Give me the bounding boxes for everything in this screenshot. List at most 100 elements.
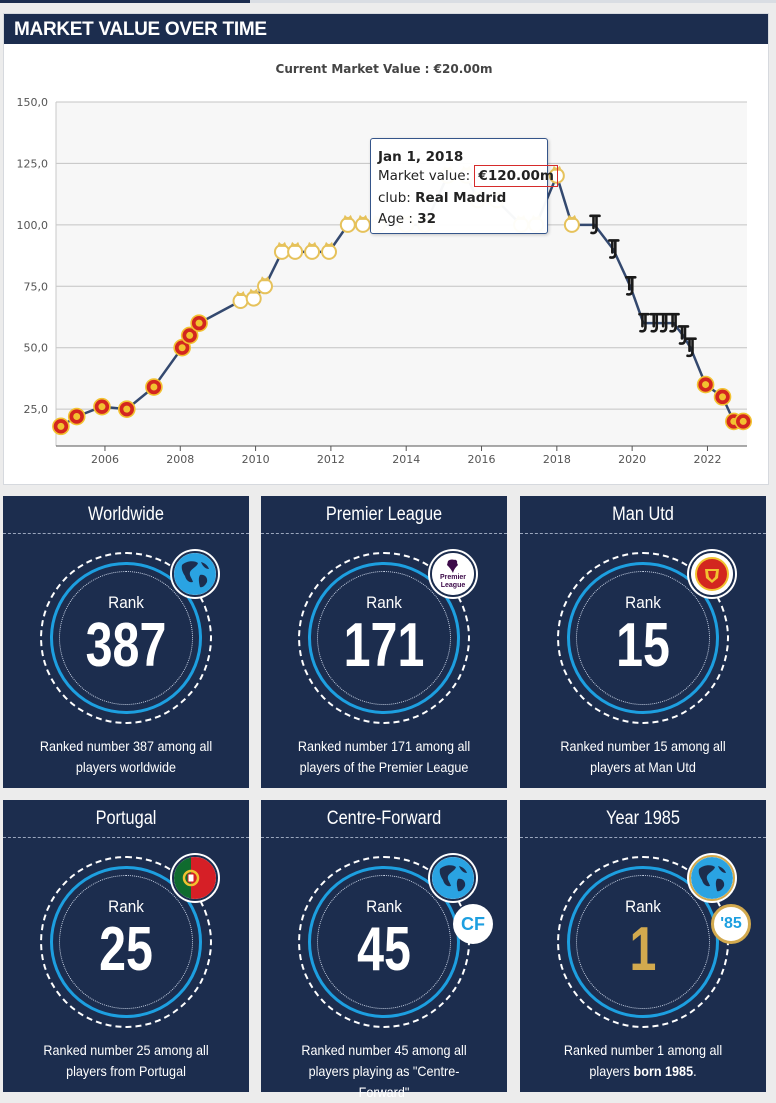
- top-tab-strip: [0, 0, 776, 3]
- rank-label: Rank: [366, 897, 402, 916]
- data-point-crown: [342, 214, 353, 220]
- premier-league-logo: Premier League: [430, 551, 476, 597]
- data-point-crest-center: [186, 331, 194, 339]
- data-point-crown: [259, 276, 270, 282]
- data-point-crest-center: [195, 319, 203, 327]
- tooltip-value-label: Market value:: [378, 168, 471, 184]
- chart-tooltip: Jan 1, 2018 Market value: €120.00m club:…: [370, 138, 558, 234]
- y-tick-label: 150,0: [17, 96, 49, 109]
- rank-description-suffix: .: [693, 1063, 697, 1079]
- data-point-crest-center: [123, 405, 131, 413]
- data-point-juventus-crest: [638, 312, 650, 333]
- rank-value: 171: [343, 611, 425, 680]
- rank-ring-inner: [50, 562, 202, 714]
- rank-description-prefix: Ranked number 1 among all players: [563, 1042, 723, 1079]
- tooltip-club: Real Madrid: [415, 190, 507, 206]
- data-point-juventus-crest: [624, 275, 637, 296]
- data-point-juventus-crest: [677, 325, 690, 345]
- tooltip-value: €120.00m: [474, 165, 558, 187]
- rank-card-centre-forward: Centre-Forward Rank 45 Ranked number 45 …: [261, 800, 507, 1100]
- rank-ring-dots: [317, 571, 451, 705]
- x-tick-label: 2018: [543, 453, 571, 466]
- x-tick-label: 2016: [468, 453, 496, 466]
- data-point-real-madrid-crest: [304, 243, 321, 260]
- data-point-juventus-crest: [649, 312, 662, 333]
- rank-value: 387: [85, 611, 167, 680]
- data-point-juventus-crest: [589, 214, 601, 235]
- data-point-real-madrid-crest: [287, 243, 304, 260]
- rank-ring-dots: [59, 571, 193, 705]
- rank-label: Rank: [108, 593, 144, 612]
- data-point-real-madrid-crest: [256, 278, 273, 295]
- data-point-real-madrid-crest: [339, 216, 356, 233]
- x-tick-label: 2010: [242, 453, 270, 466]
- card-divider: [261, 837, 507, 838]
- rank-card-premier-league: Premier League Rank 171 Ranked number 17…: [261, 496, 507, 788]
- data-point-crest-center: [57, 422, 65, 430]
- card-title: Year 1985: [606, 808, 680, 829]
- rank-card-year-1985: Year 1985 Rank 1 Ranked number 1 among a…: [520, 800, 766, 1092]
- card-divider: [261, 533, 507, 534]
- tooltip-date: Jan 1, 2018: [378, 149, 464, 165]
- rank-ring-inner: [567, 866, 719, 1018]
- rank-ring-inner: [308, 866, 460, 1018]
- rank-label: Rank: [625, 593, 661, 612]
- man-utd-crest: [689, 551, 735, 597]
- data-point-crown: [248, 288, 259, 294]
- card-divider: [520, 533, 766, 534]
- market-value-chart-svg: Current Market Value : €20.00m 25,0 50,0 75…: [17, 62, 753, 466]
- market-value-chart: Current Market Value : €20.00m 25,0 50,0 75…: [4, 44, 768, 484]
- position-badge: CF: [453, 904, 493, 944]
- rank-description-bold: born 1985: [633, 1063, 694, 1079]
- rank-ring-dots: [576, 875, 710, 1009]
- data-point-juventus-crest: [685, 337, 697, 358]
- data-point-crown: [235, 291, 246, 297]
- active-tab-indicator: [0, 0, 250, 3]
- globe-icon: [172, 551, 218, 597]
- tooltip-age-label: Age :: [378, 211, 413, 227]
- x-tick-label: 2022: [693, 453, 721, 466]
- rank-description: Ranked number 1 among all players born 1…: [545, 1040, 741, 1082]
- data-point-real-madrid-crest: [321, 243, 338, 260]
- card-title: Centre-Forward: [326, 808, 442, 829]
- rank-ring-dots: [317, 875, 451, 1009]
- data-point-crown: [276, 241, 287, 247]
- card-title: Worldwide: [87, 504, 164, 525]
- card-title: Portugal: [95, 808, 157, 829]
- rank-card-portugal: Portugal Rank 25 Ranked number 25 among …: [3, 800, 249, 1092]
- data-point-crest-center: [98, 403, 106, 411]
- tooltip-club-label: club:: [378, 190, 411, 206]
- card-title: Premier League: [325, 504, 443, 525]
- rank-description: Ranked number 387 among all players worl…: [39, 738, 213, 775]
- data-point-crest-center: [178, 344, 186, 352]
- card-divider: [3, 533, 249, 534]
- data-point-crest-center: [73, 413, 81, 421]
- rank-description: Ranked number 45 among all players playi…: [301, 1042, 467, 1100]
- rank-card-worldwide: Worldwide Rank 387 Ranked number 387 amo…: [3, 496, 249, 788]
- rank-ring: [557, 552, 729, 724]
- data-point-real-madrid-crest: [245, 290, 262, 307]
- rank-ring-inner: [567, 562, 719, 714]
- premier-league-logo-text-1: Premier: [439, 574, 467, 581]
- rank-label: Rank: [108, 897, 144, 916]
- rank-description: Ranked number 15 among all players at Ma…: [560, 738, 726, 775]
- rank-ring: [40, 856, 212, 1028]
- rank-ring-dots: [59, 875, 193, 1009]
- rank-description: Ranked number 171 among all players of t…: [297, 738, 471, 775]
- premier-league-logo-text-2: League: [440, 582, 466, 589]
- x-tick-label: 2008: [166, 453, 194, 466]
- data-point-crown: [290, 241, 301, 247]
- rank-ring-inner: [50, 866, 202, 1018]
- data-point-crown: [324, 241, 335, 247]
- card-title: Man Utd: [612, 504, 674, 525]
- card-divider: [520, 837, 766, 838]
- data-point-crown: [307, 241, 318, 247]
- y-tick-label: 50,0: [24, 342, 49, 355]
- market-value-panel: MARKET VALUE OVER TIME Current Market Va…: [3, 13, 769, 485]
- data-point-crown: [357, 214, 368, 220]
- year-badge: '85: [711, 904, 751, 944]
- globe-icon: [430, 855, 476, 901]
- globe-icon: [689, 855, 735, 901]
- tooltip-age: 32: [417, 211, 437, 227]
- y-tick-label: 125,0: [17, 157, 49, 170]
